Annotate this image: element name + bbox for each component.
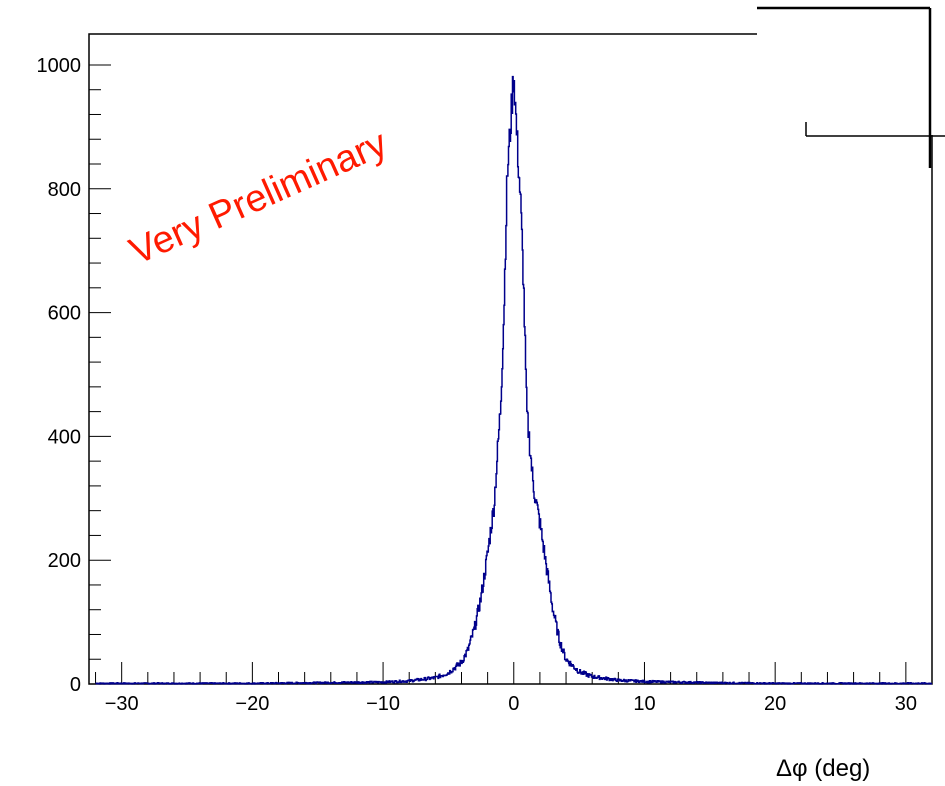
y-tick-label: 200 [48,550,81,572]
y-tick-label: 600 [48,303,81,325]
x-tick-label: −30 [105,693,139,715]
x-tick-label: 10 [633,693,655,715]
x-axis-title: Δφ (deg) [776,755,870,782]
x-tick-label: 20 [764,693,786,715]
stats-box [757,0,945,168]
y-tick-label: 400 [48,426,81,448]
x-tick-label: 30 [895,693,917,715]
y-axis: 0 200 400 600 800 1000 [37,55,111,696]
x-axis: −30 −20 −10 0 10 20 30 [95,662,933,715]
watermark-annotation: Very Preliminary [124,122,394,273]
y-tick-label: 1000 [37,55,82,77]
x-tick-label: −20 [235,693,269,715]
y-tick-label: 800 [48,179,81,201]
plot-frame [88,33,933,685]
x-tick-label: 0 [508,693,519,715]
histogram-series [95,75,933,685]
y-tick-label: 0 [70,674,81,696]
x-tick-label: −10 [366,693,400,715]
